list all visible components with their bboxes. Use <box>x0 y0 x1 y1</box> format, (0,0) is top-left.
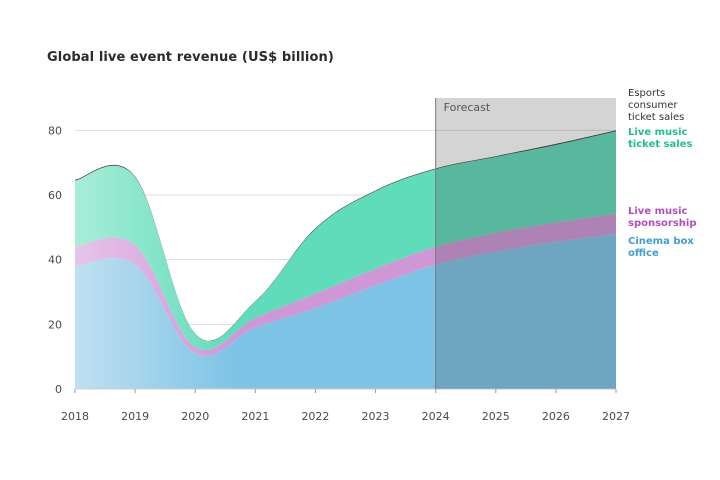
legend-text: ticket sales <box>628 112 684 123</box>
legend-text: sponsorship <box>628 218 697 229</box>
x-axis-ticks: 2018 2019 2020 2021 2022 2023 2024 2025 2026 2027 <box>61 389 630 423</box>
forecast-region: Forecast <box>435 98 616 389</box>
chart-title: Global live event revenue (US$ billion) <box>47 50 334 65</box>
x-tick-label: 2027 <box>602 410 630 423</box>
x-tick-label: 2023 <box>362 410 390 423</box>
forecast-shade <box>435 98 616 389</box>
x-tick-label: 2021 <box>241 410 269 423</box>
area-series <box>75 130 616 390</box>
x-tick-label: 2025 <box>482 410 510 423</box>
legend-text: office <box>628 248 659 259</box>
x-tick-label: 2022 <box>301 410 329 423</box>
y-tick-label: 80 <box>48 124 62 137</box>
x-tick-label: 2026 <box>542 410 570 423</box>
legend-text: Cinema box <box>628 236 694 247</box>
y-tick-label: 40 <box>48 254 62 267</box>
area-live-music-sponsorship <box>75 213 616 357</box>
area-cinema-box-office <box>75 233 616 389</box>
y-tick-label: 60 <box>48 189 62 202</box>
x-tick-label: 2024 <box>422 410 450 423</box>
legend-text: ticket sales <box>628 139 692 150</box>
y-tick-label: 20 <box>48 318 62 331</box>
y-axis-ticks: 0 20 40 60 80 <box>48 124 62 396</box>
x-tick-label: 2018 <box>61 410 89 423</box>
area-live-music-ticket-sales <box>75 131 616 351</box>
legend-text: Esports <box>628 88 665 99</box>
forecast-label: Forecast <box>444 101 491 114</box>
legend-text: consumer <box>628 100 678 111</box>
legend-text: Live music <box>628 206 688 217</box>
x-tick-label: 2019 <box>121 410 149 423</box>
legend-text: Live music <box>628 127 688 138</box>
y-tick-label: 0 <box>55 383 62 396</box>
x-tick-label: 2020 <box>181 410 209 423</box>
